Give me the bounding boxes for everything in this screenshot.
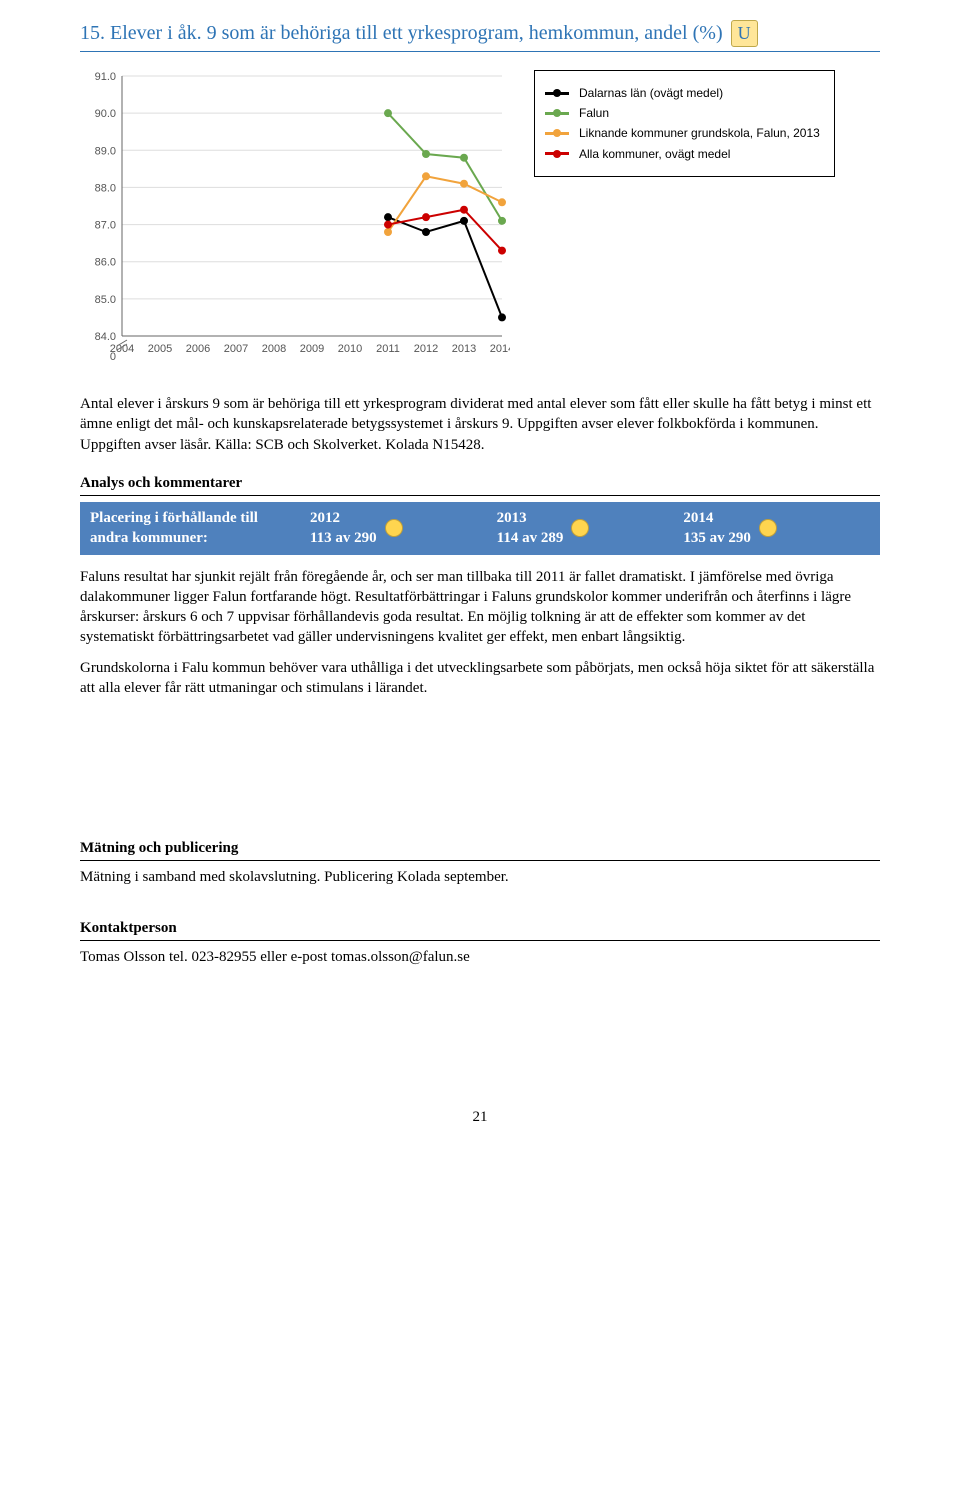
- placement-bar: Placering i förhållande till andra kommu…: [80, 502, 880, 555]
- svg-text:88.0: 88.0: [95, 182, 116, 194]
- placement-text: 2014135 av 290: [683, 508, 751, 549]
- placement-label: Placering i förhållande till andra kommu…: [90, 508, 310, 549]
- svg-text:89.0: 89.0: [95, 145, 116, 157]
- svg-text:90.0: 90.0: [95, 108, 116, 120]
- svg-text:2005: 2005: [148, 343, 172, 355]
- contact-text: Tomas Olsson tel. 023-82955 eller e-post…: [80, 947, 880, 967]
- svg-text:2014: 2014: [490, 343, 510, 355]
- placement-cell: 2013114 av 289: [497, 508, 684, 549]
- svg-text:0: 0: [110, 351, 116, 363]
- svg-text:2013: 2013: [452, 343, 476, 355]
- svg-text:91.0: 91.0: [95, 71, 116, 83]
- svg-text:2008: 2008: [262, 343, 286, 355]
- placement-label-line1: Placering i förhållande till: [90, 508, 310, 528]
- status-dot-icon: [759, 519, 777, 537]
- analysis-heading: Analys och kommentarer: [80, 473, 880, 496]
- page-number: 21: [80, 1107, 880, 1127]
- svg-text:2009: 2009: [300, 343, 324, 355]
- svg-text:85.0: 85.0: [95, 294, 116, 306]
- analysis-paragraph-2: Grundskolorna i Falu kommun behöver vara…: [80, 658, 880, 699]
- legend-label: Dalarnas län (ovägt medel): [579, 85, 723, 101]
- placement-cell: 2012113 av 290: [310, 508, 497, 549]
- measuring-text: Mätning i samband med skolavslutning. Pu…: [80, 867, 880, 887]
- legend-swatch: [545, 132, 569, 135]
- page-title: 15. Elever i åk. 9 som är behöriga till …: [80, 20, 723, 47]
- legend-label: Liknande kommuner grundskola, Falun, 201…: [579, 125, 820, 141]
- legend-label: Alla kommuner, ovägt medel: [579, 146, 730, 162]
- status-dot-icon: [571, 519, 589, 537]
- legend-item: Alla kommuner, ovägt medel: [545, 146, 820, 162]
- placement-text: 2012113 av 290: [310, 508, 377, 549]
- legend-item: Liknande kommuner grundskola, Falun, 201…: [545, 125, 820, 141]
- placement-cell: 2014135 av 290: [683, 508, 870, 549]
- legend-swatch: [545, 112, 569, 115]
- badge-u: U: [731, 20, 758, 46]
- legend-swatch: [545, 92, 569, 95]
- svg-text:87.0: 87.0: [95, 220, 116, 232]
- analysis-paragraph-1: Faluns resultat har sjunkit rejält från …: [80, 567, 880, 648]
- contact-heading: Kontaktperson: [80, 918, 880, 941]
- svg-text:2006: 2006: [186, 343, 210, 355]
- intro-paragraph: Antal elever i årskurs 9 som är behöriga…: [80, 394, 880, 455]
- placement-text: 2013114 av 289: [497, 508, 564, 549]
- svg-text:2012: 2012: [414, 343, 438, 355]
- legend-item: Falun: [545, 105, 820, 121]
- legend-label: Falun: [579, 105, 609, 121]
- placement-label-line2: andra kommuner:: [90, 528, 310, 548]
- line-chart: 84.085.086.087.088.089.090.091.020042005…: [80, 70, 510, 380]
- svg-text:2007: 2007: [224, 343, 248, 355]
- legend-item: Dalarnas län (ovägt medel): [545, 85, 820, 101]
- legend-swatch: [545, 152, 569, 155]
- svg-text:84.0: 84.0: [95, 331, 116, 343]
- svg-text:2010: 2010: [338, 343, 362, 355]
- svg-text:86.0: 86.0: [95, 257, 116, 269]
- svg-text:2011: 2011: [376, 343, 400, 355]
- status-dot-icon: [385, 519, 403, 537]
- measuring-heading: Mätning och publicering: [80, 838, 880, 861]
- title-separator: [80, 51, 880, 52]
- chart-legend: Dalarnas län (ovägt medel) Falun Liknande …: [534, 70, 835, 177]
